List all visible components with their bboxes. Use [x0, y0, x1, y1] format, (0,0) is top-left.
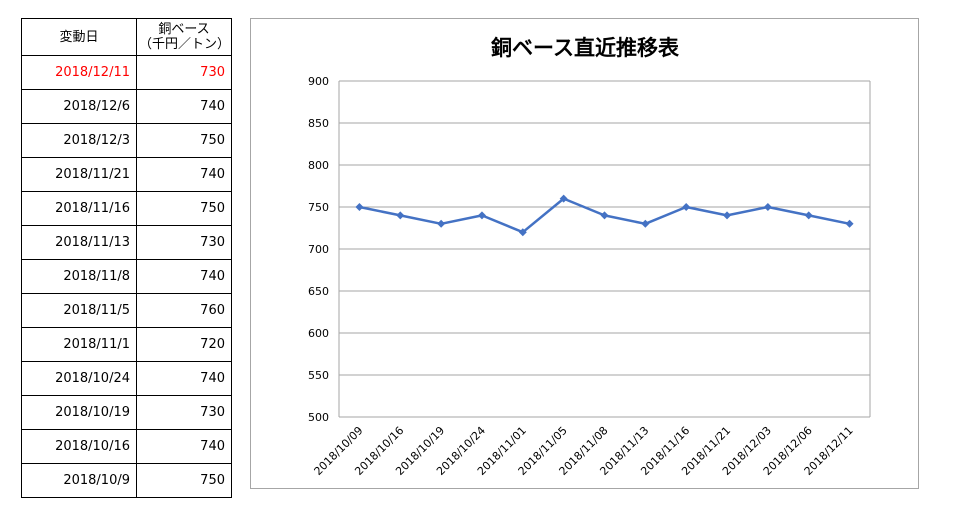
table-row: 2018/11/8 740: [21, 259, 232, 294]
row-price: 760: [136, 293, 232, 328]
chart-title: 銅ベース直近推移表: [491, 36, 680, 60]
data-point-marker: [437, 219, 446, 228]
table-row: 2018/12/6 740: [21, 89, 232, 124]
data-point-marker: [559, 194, 568, 203]
y-tick-labels: 500 550 600 650 700 750 800 850 900: [308, 75, 329, 424]
chart-frame: 銅ベース直近推移表 500 550 600 650 700 750 800 850 900 20…: [250, 18, 919, 489]
data-point-marker: [641, 219, 650, 228]
header-date: 変動日: [21, 18, 137, 56]
table-row: 2018/10/24 740: [21, 361, 232, 396]
y-tick-label: 600: [308, 327, 329, 340]
row-date: 2018/11/5: [21, 293, 137, 328]
table-row: 2018/10/19 730: [21, 395, 232, 430]
y-tick-label: 800: [308, 159, 329, 172]
x-tick-labels: 2018/10/092018/10/162018/10/192018/10/24…: [312, 424, 856, 478]
row-date: 2018/12/3: [21, 123, 137, 158]
header-price-line2: （千円／トン）: [139, 37, 231, 52]
grid-layer: [338, 80, 871, 418]
row-date: 2018/10/16: [21, 429, 137, 464]
row-price: 740: [136, 157, 232, 192]
row-price: 740: [136, 361, 232, 396]
row-date: 2018/11/1: [21, 327, 137, 362]
y-tick-label: 900: [308, 75, 329, 88]
y-tick-label: 850: [308, 117, 329, 130]
data-point-marker: [477, 211, 486, 220]
row-price: 720: [136, 327, 232, 362]
data-point-marker: [518, 228, 527, 237]
row-date: 2018/10/24: [21, 361, 137, 396]
table-row: 2018/10/16 740: [21, 429, 232, 464]
header-price: 銅ベース （千円／トン）: [136, 18, 232, 56]
row-date: 2018/12/6: [21, 89, 137, 124]
row-price: 740: [136, 259, 232, 294]
y-tick-label: 650: [308, 285, 329, 298]
data-point-marker: [600, 211, 609, 220]
data-point-marker: [355, 203, 364, 211]
row-date: 2018/11/21: [21, 157, 137, 192]
table-row: 2018/11/16 750: [21, 191, 232, 226]
table-header-row: 変動日 銅ベース （千円／トン）: [21, 18, 232, 56]
data-point-marker: [763, 203, 772, 211]
data-point-marker: [723, 211, 732, 220]
row-price: 740: [136, 429, 232, 464]
row-date: 2018/11/8: [21, 259, 137, 294]
table-body: 変動日 銅ベース （千円／トン） 2018/12/11 730 2018/12/6 7…: [21, 18, 232, 498]
row-date: 2018/11/16: [21, 191, 137, 226]
row-price: 730: [136, 395, 232, 430]
row-date: 2018/10/19: [21, 395, 137, 430]
table-row: 2018/12/11 730: [21, 55, 232, 90]
table-row: 2018/11/5 760: [21, 293, 232, 328]
copper-price-table-container: 変動日 銅ベース （千円／トン） 2018/12/11 730 2018/12/6 7…: [21, 18, 232, 498]
line-chart: 銅ベース直近推移表 500 550 600 650 700 750 800 850 900 20…: [308, 36, 871, 478]
row-price: 750: [136, 463, 232, 498]
copper-price-table: 変動日 銅ベース （千円／トン） 2018/12/11 730 2018/12/6 7…: [21, 18, 232, 498]
row-price: 740: [136, 89, 232, 124]
table-row: 2018/11/21 740: [21, 157, 232, 192]
header-price-line1: 銅ベース: [158, 22, 210, 37]
row-price: 750: [136, 123, 232, 158]
data-point-marker: [845, 219, 854, 228]
row-date: 2018/10/9: [21, 463, 137, 498]
row-price: 730: [136, 55, 232, 90]
table-row: 2018/11/1 720: [21, 327, 232, 362]
y-tick-label: 500: [308, 411, 329, 424]
table-row: 2018/12/3 750: [21, 123, 232, 158]
table-row: 2018/11/13 730: [21, 225, 232, 260]
data-point-marker: [682, 203, 691, 211]
series-layer: [355, 194, 854, 237]
y-tick-label: 550: [308, 369, 329, 382]
row-date: 2018/12/11: [21, 55, 137, 90]
row-price: 730: [136, 225, 232, 260]
table-row: 2018/10/9 750: [21, 463, 232, 498]
data-point-marker: [396, 211, 405, 220]
row-price: 750: [136, 191, 232, 226]
data-point-marker: [804, 211, 813, 220]
y-tick-label: 700: [308, 243, 329, 256]
row-date: 2018/11/13: [21, 225, 137, 260]
y-tick-label: 750: [308, 201, 329, 214]
